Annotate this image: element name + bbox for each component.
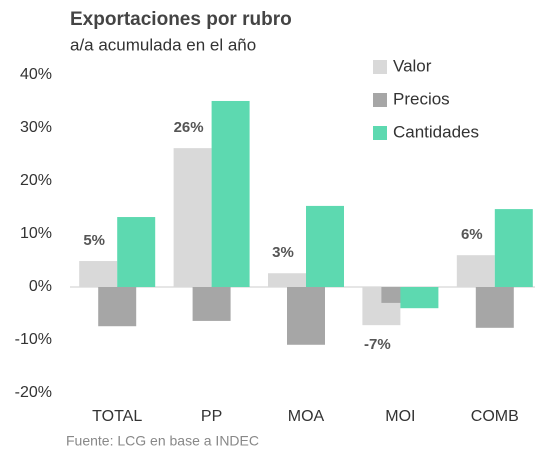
x-tick-label: MOA: [288, 408, 325, 425]
bar: [400, 287, 439, 309]
y-tick-label: 40%: [20, 66, 52, 83]
bar: [306, 205, 344, 287]
y-tick-label: -20%: [15, 384, 52, 401]
x-tick-label: MOI: [385, 408, 415, 425]
legend-swatch: [373, 126, 387, 140]
bar: [456, 255, 495, 287]
y-tick-label: 30%: [20, 119, 52, 136]
y-tick-label: 10%: [20, 225, 52, 242]
value-label: 6%: [461, 226, 483, 243]
legend-label: Precios: [393, 89, 450, 108]
legend-swatch: [373, 93, 387, 107]
bar: [117, 217, 156, 287]
bar: [98, 287, 137, 327]
source-note: Fuente: LCG en base a INDEC: [66, 433, 259, 449]
legend-swatch: [373, 60, 387, 74]
x-tick-label: COMB: [471, 408, 519, 425]
value-label: 26%: [174, 119, 204, 136]
value-label: 3%: [272, 244, 294, 261]
value-label: -7%: [364, 336, 391, 353]
y-tick-label: 20%: [20, 172, 52, 189]
bar: [173, 148, 212, 287]
legend-label: Valor: [393, 56, 432, 75]
bar: [192, 287, 231, 321]
chart-title: Exportaciones por rubro: [70, 9, 292, 30]
chart-subtitle: a/a acumulada en el año: [70, 35, 256, 54]
bar: [475, 287, 514, 328]
bar: [79, 261, 118, 287]
value-label: 5%: [83, 232, 105, 249]
y-tick-label: -10%: [15, 331, 52, 348]
y-tick-label: 0%: [29, 278, 52, 295]
bar: [268, 273, 306, 287]
bar: [211, 100, 250, 287]
bar: [287, 287, 325, 345]
legend-label: Cantidades: [393, 122, 479, 141]
bar: [494, 209, 533, 287]
x-tick-label: TOTAL: [92, 408, 142, 425]
x-tick-label: PP: [201, 408, 222, 425]
